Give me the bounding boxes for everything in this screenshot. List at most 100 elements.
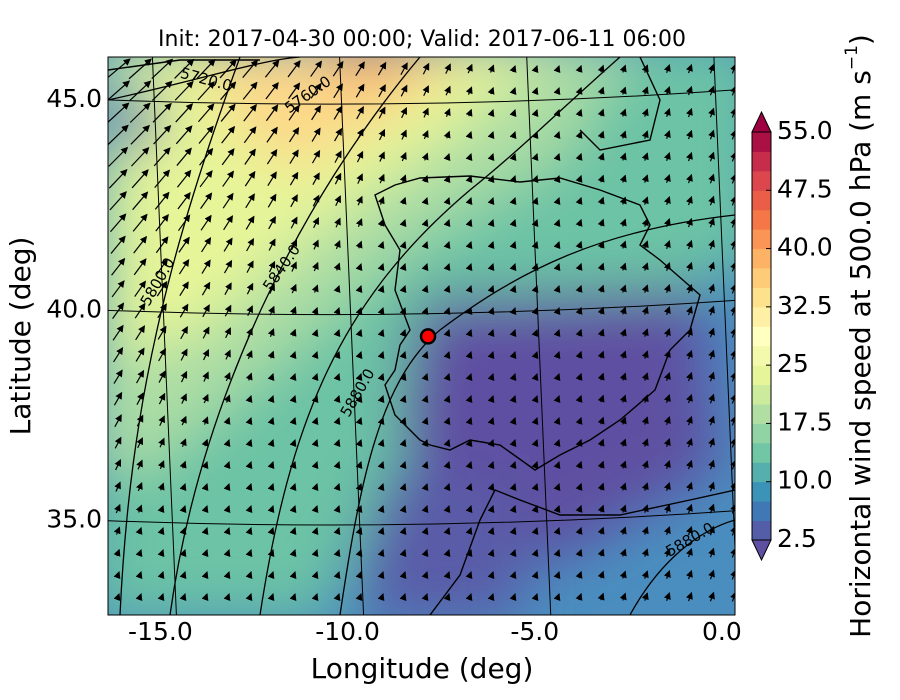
wind-arrow: [399, 329, 407, 338]
wind-arrow: [178, 236, 190, 253]
wind-arrow: [663, 504, 671, 514]
wind-arrow: [377, 593, 385, 602]
wind-arrow: [157, 303, 167, 319]
wind-arrow: [156, 258, 168, 275]
wind-arrow: [421, 263, 429, 272]
colorbar-tick-label: 25: [777, 349, 809, 378]
colorbar-segment: [752, 248, 771, 269]
wind-arrow: [553, 219, 561, 228]
wind-arrow: [311, 329, 319, 338]
wind-arrow: [531, 483, 539, 492]
wind-arrow: [531, 197, 539, 206]
wind-arrow: [509, 395, 517, 404]
wind-arrow: [730, 327, 735, 338]
wind-arrow: [730, 371, 735, 382]
wind-arrow: [686, 503, 693, 514]
wind-arrow: [180, 370, 188, 383]
wind-arrow: [201, 416, 209, 425]
wind-arrow: [487, 197, 495, 206]
wind-arrow: [597, 284, 605, 293]
wind-arrow: [311, 149, 321, 164]
wind-arrow: [268, 216, 276, 230]
wind-arrow: [575, 394, 583, 403]
wind-arrow: [597, 526, 605, 535]
wind-arrow: [311, 306, 319, 315]
wind-arrow: [202, 371, 209, 382]
colorbar-tick-label: 32.5: [777, 291, 833, 320]
wind-arrow: [465, 461, 473, 470]
wind-arrow: [180, 348, 188, 361]
wind-arrow: [509, 263, 517, 272]
wind-arrow: [201, 571, 209, 580]
wind-arrow: [597, 108, 605, 117]
wind-arrow: [399, 483, 407, 492]
colorbar-tick-label: 55.0: [777, 116, 833, 145]
wind-arrow: [377, 61, 387, 76]
wind-arrow: [268, 283, 275, 294]
wind-arrow: [179, 527, 187, 536]
wind-arrow: [619, 328, 627, 337]
wind-arrow: [553, 131, 561, 140]
wind-arrow: [200, 214, 212, 231]
wind-arrow: [224, 349, 231, 360]
wind-arrow: [686, 437, 693, 448]
wind-arrow: [289, 328, 297, 337]
wind-arrow: [114, 458, 122, 471]
y-axis-label: Latitude (deg): [4, 237, 37, 436]
wind-arrow: [421, 593, 429, 602]
wind-arrow: [311, 593, 319, 602]
wind-arrow: [132, 191, 149, 211]
wind-arrow: [157, 571, 165, 580]
wind-arrow: [333, 262, 341, 271]
wind-arrow: [245, 193, 255, 209]
colorbar-segment: [752, 287, 771, 308]
wind-arrow: [443, 197, 451, 206]
wind-arrow: [180, 393, 187, 404]
wind-arrow: [378, 151, 385, 162]
wind-arrow: [641, 284, 649, 293]
wind-arrow: [179, 438, 187, 447]
wind-arrow: [597, 64, 605, 73]
wind-arrow: [221, 125, 236, 144]
wind-arrow: [111, 280, 125, 298]
wind-arrow: [197, 81, 215, 101]
wind-arrow: [619, 196, 627, 205]
wind-arrow: [312, 172, 320, 186]
wind-arrow: [201, 438, 209, 447]
wind-arrow: [288, 104, 300, 121]
wind-arrow: [197, 103, 215, 123]
wind-arrow: [553, 439, 561, 448]
wind-arrow: [223, 394, 231, 403]
wind-arrow: [465, 108, 473, 117]
wind-arrow: [157, 505, 165, 514]
wind-arrow: [487, 86, 495, 95]
wind-arrow: [686, 371, 693, 382]
wind-arrow: [465, 395, 473, 404]
colorbar-tick-label: 2.5: [777, 524, 817, 553]
wind-arrow: [377, 307, 385, 316]
wind-arrow: [312, 261, 319, 272]
wind-arrow: [290, 238, 298, 251]
wind-arrow: [333, 593, 341, 602]
wind-arrow: [553, 593, 561, 602]
wind-arrow: [135, 571, 143, 580]
wind-arrow: [264, 59, 280, 78]
wind-arrow: [289, 549, 297, 558]
colorbar-segment: [752, 423, 771, 444]
wind-arrow: [443, 549, 451, 558]
wind-arrow: [245, 505, 253, 514]
wind-arrow: [465, 417, 473, 426]
wind-arrow: [663, 570, 671, 580]
wind-arrow: [641, 592, 649, 601]
wind-arrow: [131, 169, 149, 189]
wind-arrow: [487, 307, 495, 316]
wind-arrow: [175, 103, 194, 123]
wind-arrow: [221, 148, 235, 166]
wind-arrow: [730, 85, 735, 96]
wind-arrow: [575, 548, 583, 557]
wind-arrow: [708, 217, 715, 228]
wind-arrow: [201, 505, 209, 514]
wind-arrow: [223, 439, 231, 448]
wind-arrow: [311, 373, 319, 382]
